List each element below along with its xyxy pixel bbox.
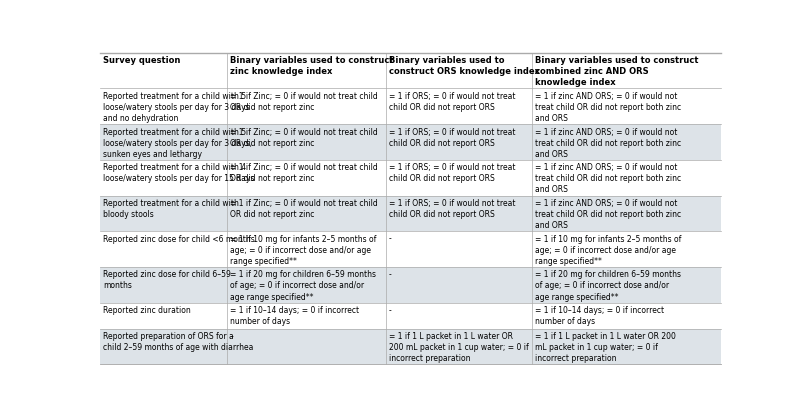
Text: Survey question: Survey question	[103, 56, 180, 65]
Text: -: -	[388, 271, 392, 279]
Text: Reported treatment for a child with 5
loose/watery stools per day for 3 days
and: Reported treatment for a child with 5 lo…	[103, 92, 250, 123]
Text: = 1 if 10 mg for infants 2–5 months of
age; = 0 if incorrect dose and/or age
ran: = 1 if 10 mg for infants 2–5 months of a…	[231, 235, 376, 266]
Text: Binary variables used to
construct ORS knowledge index: Binary variables used to construct ORS k…	[388, 56, 540, 76]
Bar	[100, 53, 721, 88]
Text: = 1 if Zinc; = 0 if would not treat child
OR did not report zinc: = 1 if Zinc; = 0 if would not treat chil…	[231, 128, 378, 147]
Text: = 1 if Zinc; = 0 if would not treat child
OR did not report zinc: = 1 if Zinc; = 0 if would not treat chil…	[231, 92, 378, 112]
Text: = 1 if zinc AND ORS; = 0 if would not
treat child OR did not report both zinc
an: = 1 if zinc AND ORS; = 0 if would not tr…	[535, 199, 681, 230]
Text: Binary variables used to construct
combined zinc AND ORS
knowledge index: Binary variables used to construct combi…	[535, 56, 698, 87]
Text: Binary variables used to construct
zinc knowledge index: Binary variables used to construct zinc …	[231, 56, 394, 76]
Text: Reported zinc dose for child 6–59
months: Reported zinc dose for child 6–59 months	[103, 271, 231, 290]
Bar	[100, 231, 721, 267]
Text: -: -	[388, 306, 392, 315]
Text: Reported zinc dose for child <6 months: Reported zinc dose for child <6 months	[103, 235, 255, 244]
Text: = 1 if zinc AND ORS; = 0 if would not
treat child OR did not report both zinc
an: = 1 if zinc AND ORS; = 0 if would not tr…	[535, 128, 681, 159]
Text: -: -	[388, 235, 392, 244]
Text: -: -	[231, 332, 233, 341]
Text: = 1 if ORS; = 0 if would not treat
child OR did not report ORS: = 1 if ORS; = 0 if would not treat child…	[388, 128, 515, 147]
Bar	[100, 88, 721, 124]
Bar	[100, 267, 721, 303]
Text: = 1 if ORS; = 0 if would not treat
child OR did not report ORS: = 1 if ORS; = 0 if would not treat child…	[388, 92, 515, 112]
Text: = 1 if ORS; = 0 if would not treat
child OR did not report ORS: = 1 if ORS; = 0 if would not treat child…	[388, 199, 515, 219]
Text: Reported zinc duration: Reported zinc duration	[103, 306, 191, 315]
Bar	[100, 195, 721, 231]
Text: Reported treatment for a child with
bloody stools: Reported treatment for a child with bloo…	[103, 199, 239, 219]
Text: = 1 if 1 L packet in 1 L water OR
200 mL packet in 1 cup water; = 0 if
incorrect: = 1 if 1 L packet in 1 L water OR 200 mL…	[388, 332, 529, 363]
Text: = 1 if 20 mg for children 6–59 months
of age; = 0 if incorrect dose and/or
age r: = 1 if 20 mg for children 6–59 months of…	[231, 271, 376, 301]
Bar	[100, 124, 721, 160]
Text: = 1 if 20 mg for children 6–59 months
of age; = 0 if incorrect dose and/or
age r: = 1 if 20 mg for children 6–59 months of…	[535, 271, 681, 301]
Text: = 1 if zinc AND ORS; = 0 if would not
treat child OR did not report both zinc
an: = 1 if zinc AND ORS; = 0 if would not tr…	[535, 92, 681, 123]
Text: = 1 if zinc AND ORS; = 0 if would not
treat child OR did not report both zinc
an: = 1 if zinc AND ORS; = 0 if would not tr…	[535, 163, 681, 195]
Text: = 1 if Zinc; = 0 if would not treat child
OR did not report zinc: = 1 if Zinc; = 0 if would not treat chil…	[231, 163, 378, 183]
Text: = 1 if ORS; = 0 if would not treat
child OR did not report ORS: = 1 if ORS; = 0 if would not treat child…	[388, 163, 515, 183]
Text: = 1 if 10 mg for infants 2–5 months of
age; = 0 if incorrect dose and/or age
ran: = 1 if 10 mg for infants 2–5 months of a…	[535, 235, 681, 266]
Text: = 1 if 10–14 days; = 0 if incorrect
number of days: = 1 if 10–14 days; = 0 if incorrect numb…	[231, 306, 360, 326]
Text: Reported preparation of ORS for a
child 2–59 months of age with diarrhea: Reported preparation of ORS for a child …	[103, 332, 254, 352]
Text: Reported treatment for a child with 4
loose/watery stools per day for 15 days: Reported treatment for a child with 4 lo…	[103, 163, 255, 183]
Text: = 1 if Zinc; = 0 if would not treat child
OR did not report zinc: = 1 if Zinc; = 0 if would not treat chil…	[231, 199, 378, 219]
Bar	[100, 303, 721, 329]
Bar	[100, 160, 721, 195]
Text: = 1 if 10–14 days; = 0 if incorrect
number of days: = 1 if 10–14 days; = 0 if incorrect numb…	[535, 306, 664, 326]
Text: Reported treatment for a child with 5
loose/watery stools per day for 3 days,
su: Reported treatment for a child with 5 lo…	[103, 128, 252, 159]
Text: = 1 if 1 L packet in 1 L water OR 200
mL packet in 1 cup water; = 0 if
incorrect: = 1 if 1 L packet in 1 L water OR 200 mL…	[535, 332, 675, 363]
Bar	[100, 329, 721, 364]
